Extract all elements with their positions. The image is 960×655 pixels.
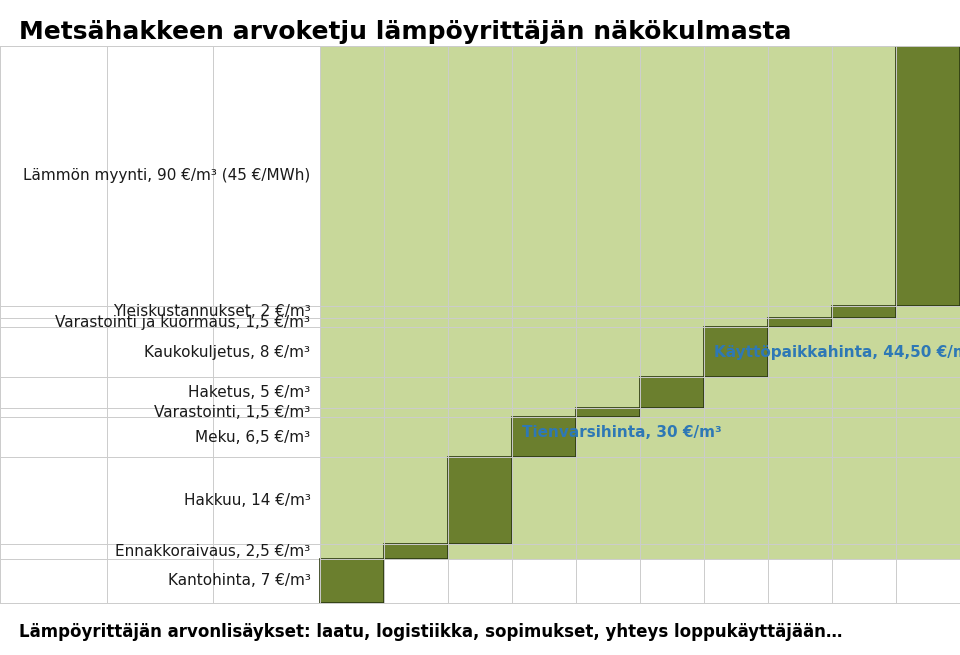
Bar	[576, 407, 640, 417]
Bar	[768, 318, 832, 328]
Bar	[704, 46, 960, 328]
Bar	[512, 46, 960, 417]
Bar	[704, 328, 768, 377]
Bar	[448, 457, 512, 544]
Bar	[512, 417, 576, 457]
Text: Yleiskustannukset, 2 €/m³: Yleiskustannukset, 2 €/m³	[112, 305, 310, 320]
Text: Meku, 6,5 €/m³: Meku, 6,5 €/m³	[195, 430, 310, 445]
Text: Varastointi, 1,5 €/m³: Varastointi, 1,5 €/m³	[155, 405, 310, 420]
Text: Lämpöyrittäjän arvonlisäykset: laatu, logistiikka, sopimukset, yhteys loppukäytt: Lämpöyrittäjän arvonlisäykset: laatu, lo…	[19, 623, 843, 641]
Bar	[320, 46, 960, 559]
Text: Kantohinta, 7 €/m³: Kantohinta, 7 €/m³	[168, 573, 310, 588]
Text: Käyttöpaikkahinta, 44,50 €/m³ --> 22,25 €/MWh: Käyttöpaikkahinta, 44,50 €/m³ --> 22,25 …	[713, 345, 960, 360]
Text: Lämmön myynti, 90 €/m³ (45 €/MWh): Lämmön myynti, 90 €/m³ (45 €/MWh)	[23, 168, 310, 183]
Text: Metsähakkeen arvoketju lämpöyrittäjän näkökulmasta: Metsähakkeen arvoketju lämpöyrittäjän nä…	[19, 20, 792, 44]
Text: Ennakkoraivaus, 2,5 €/m³: Ennakkoraivaus, 2,5 €/m³	[115, 544, 310, 559]
Bar	[640, 46, 960, 377]
Bar	[320, 559, 384, 603]
Bar	[384, 46, 960, 544]
Bar	[384, 544, 448, 559]
Bar	[576, 46, 960, 407]
Text: Kaukokuljetus, 8 €/m³: Kaukokuljetus, 8 €/m³	[144, 345, 310, 360]
Bar	[896, 46, 960, 306]
Text: Tienvarsihinta, 30 €/m³: Tienvarsihinta, 30 €/m³	[521, 425, 721, 440]
Text: Haketus, 5 €/m³: Haketus, 5 €/m³	[188, 384, 310, 400]
Bar	[768, 46, 960, 318]
Bar	[832, 46, 960, 306]
Bar	[832, 306, 896, 318]
Bar	[448, 46, 960, 457]
Text: Hakkuu, 14 €/m³: Hakkuu, 14 €/m³	[183, 493, 310, 508]
Text: Varastointi ja kuormaus, 1,5 €/m³: Varastointi ja kuormaus, 1,5 €/m³	[56, 315, 310, 330]
Bar	[640, 377, 704, 407]
